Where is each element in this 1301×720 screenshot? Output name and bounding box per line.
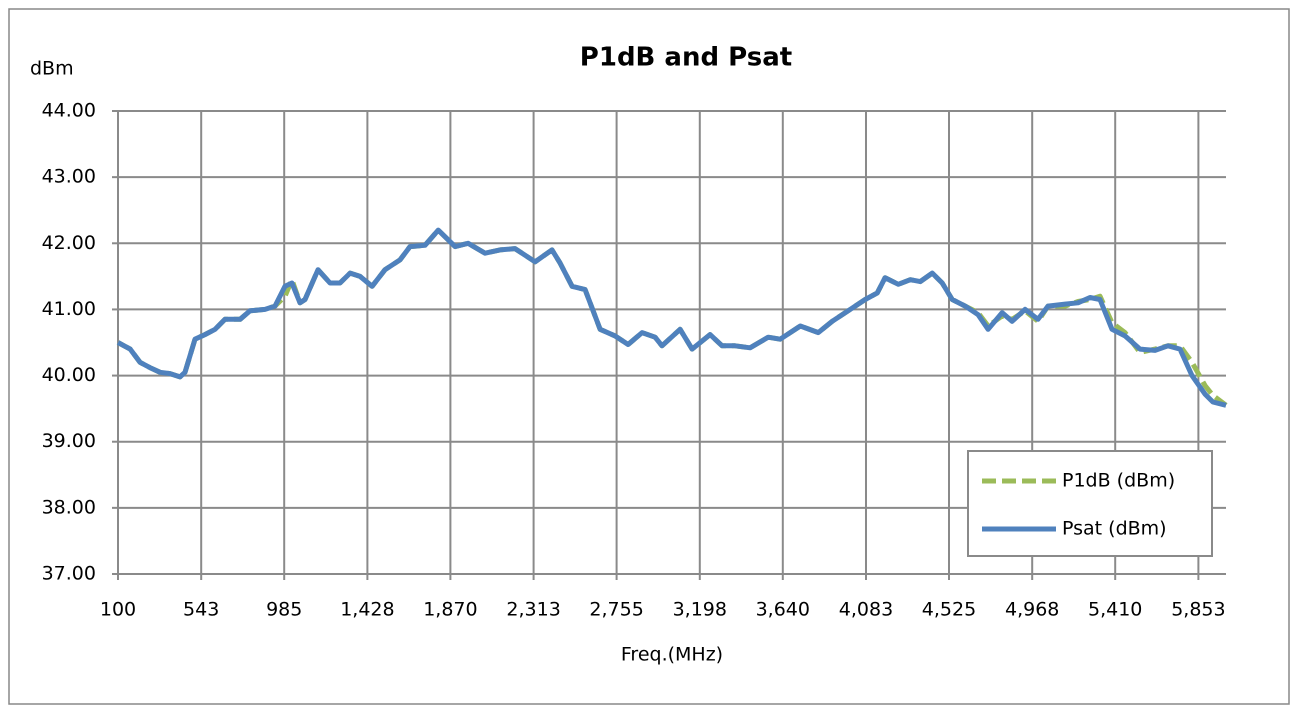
x-tick-label: 2,313 bbox=[506, 599, 560, 621]
chart-title: P1dB and Psat bbox=[580, 43, 792, 73]
y-tick-label: 39.00 bbox=[42, 430, 96, 452]
line-series bbox=[116, 227, 1227, 408]
y-tick-label: 41.00 bbox=[42, 298, 96, 320]
x-tick-label: 4,525 bbox=[922, 599, 976, 621]
x-tick-label: 1,428 bbox=[340, 599, 394, 621]
x-tick-label: 5,853 bbox=[1171, 599, 1225, 621]
x-tick-label: 2,755 bbox=[589, 599, 643, 621]
x-tick-label: 3,198 bbox=[673, 599, 727, 621]
x-tick-label: 4,083 bbox=[839, 599, 893, 621]
x-tick-label: 4,968 bbox=[1005, 599, 1059, 621]
legend-label: P1dB (dBm) bbox=[1062, 470, 1175, 492]
legend-box bbox=[967, 450, 1213, 557]
legend-label: Psat (dBm) bbox=[1062, 518, 1167, 540]
x-axis-label: Freq.(MHz) bbox=[621, 644, 723, 666]
x-tick-label: 3,640 bbox=[756, 599, 810, 621]
y-tick-label: 43.00 bbox=[42, 166, 96, 188]
y-tick-label: 38.00 bbox=[42, 496, 96, 518]
x-tick-label: 100 bbox=[100, 599, 136, 621]
x-tick-label: 5,410 bbox=[1088, 599, 1142, 621]
y-tick-label: 37.00 bbox=[42, 563, 96, 585]
x-tick-label: 1,870 bbox=[423, 599, 477, 621]
y-axis-label: dBm bbox=[30, 58, 74, 80]
x-tick-label: 985 bbox=[266, 599, 302, 621]
chart-border bbox=[8, 8, 1290, 705]
y-tick-label: 42.00 bbox=[42, 232, 96, 254]
x-tick-label: 543 bbox=[183, 599, 219, 621]
y-tick-label: 44.00 bbox=[42, 100, 96, 122]
y-tick-label: 40.00 bbox=[42, 364, 96, 386]
